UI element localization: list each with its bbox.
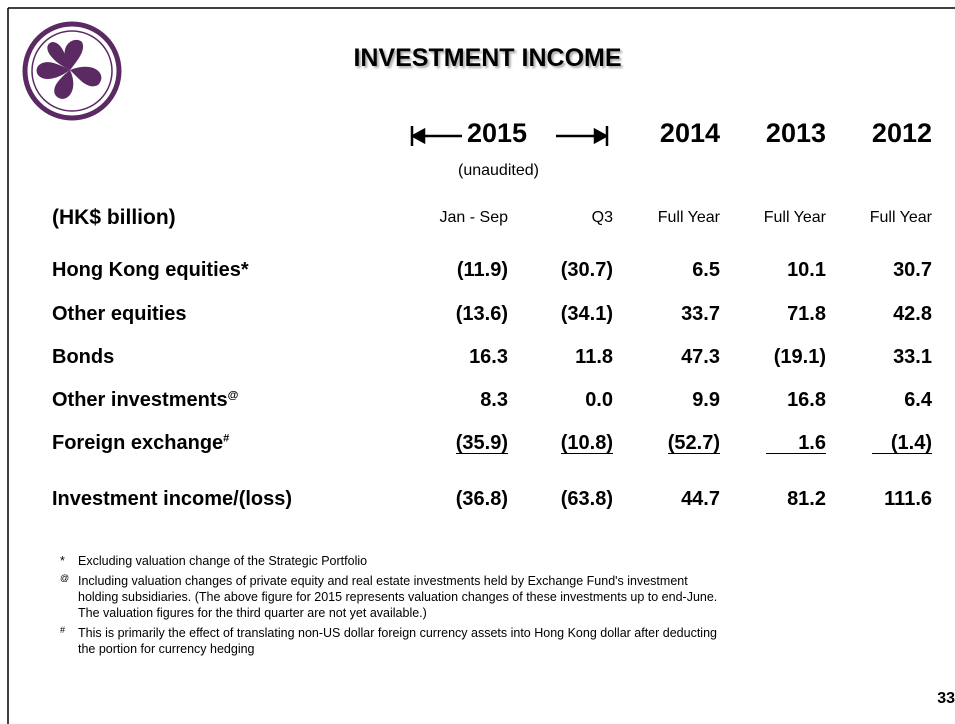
- label-text: Foreign exchange: [52, 432, 224, 454]
- footnote-line: the portion for currency hedging: [78, 642, 255, 656]
- page-number: 33: [937, 690, 955, 707]
- unit-label: (HK$ billion): [52, 206, 176, 229]
- footnote-symbol: @: [60, 573, 70, 583]
- footnote-line: Excluding valuation change of the Strate…: [78, 554, 368, 568]
- note: (unaudited): [458, 162, 539, 179]
- cell: (1.4): [872, 432, 932, 455]
- footnote-mark: #: [223, 432, 230, 445]
- cell: 33.1: [893, 346, 932, 368]
- label-text: Bonds: [52, 346, 115, 368]
- cell: 33.7: [681, 303, 720, 325]
- cell-value: (52.7): [667, 432, 720, 454]
- title: INVESTMENT INCOME: [353, 44, 622, 72]
- total-cell: 111.6: [884, 488, 932, 510]
- footnote-mark: *: [240, 259, 249, 281]
- period-header: Full Year: [657, 209, 720, 226]
- cell-value: (35.9): [455, 432, 508, 454]
- cell: 10.1: [787, 259, 826, 281]
- cell: (52.7): [667, 432, 720, 455]
- cell: 11.8: [575, 346, 613, 368]
- footnote-symbol: *: [60, 554, 65, 568]
- total-label: Investment income/(loss): [52, 488, 293, 510]
- row-label: Other equities: [52, 303, 186, 326]
- row-label: Bonds: [52, 346, 114, 369]
- cell: 6.5: [692, 259, 720, 281]
- cell: (30.7): [560, 259, 613, 281]
- cell: 42.8: [893, 303, 932, 325]
- footnote-mark: @: [227, 389, 239, 402]
- footnote-line: Including valuation changes of private e…: [78, 574, 688, 588]
- footnote-line: holding subsidiaries. (The above figure …: [78, 590, 718, 604]
- cell: (34.1): [560, 303, 613, 325]
- cell: 1.6: [766, 432, 826, 455]
- cell: (10.8): [560, 432, 613, 455]
- row-label: Hong Kong equities*: [52, 259, 249, 282]
- label-text: Other investments: [52, 389, 228, 411]
- cell-value: 1.6: [766, 433, 826, 454]
- cell: 0.0: [585, 389, 613, 411]
- footnote-symbol: #: [60, 625, 66, 635]
- period-header: Jan - Sep: [439, 209, 508, 226]
- year-header: 2014: [659, 118, 720, 148]
- year-header: 2012: [871, 118, 932, 148]
- cell: 6.4: [904, 389, 932, 411]
- total-cell: 81.2: [787, 488, 826, 510]
- cell-value: (10.8): [560, 432, 613, 454]
- year-header: 2015: [467, 118, 528, 148]
- cell: (35.9): [455, 432, 508, 455]
- period-header: Full Year: [869, 209, 932, 226]
- label-text: Hong Kong equities: [52, 259, 241, 281]
- label-text: Other equities: [52, 303, 187, 325]
- total-cell: (36.8): [455, 488, 508, 510]
- cell: 16.3: [469, 346, 508, 368]
- footnote-line: The valuation figures for the third quar…: [78, 606, 427, 620]
- cell: 8.3: [480, 389, 508, 411]
- period-header: Q3: [591, 209, 613, 226]
- cell: 71.8: [787, 303, 826, 325]
- year-header: 2013: [765, 118, 826, 148]
- cell: (11.9): [456, 259, 508, 281]
- cell: 16.8: [787, 389, 826, 411]
- cell-value: (1.4): [872, 433, 932, 454]
- cell: 30.7: [893, 259, 932, 281]
- cell: (13.6): [455, 303, 508, 325]
- total-cell: (63.8): [560, 488, 613, 510]
- row-label: Other investments@: [52, 389, 238, 412]
- year-span-arrows: [410, 126, 609, 146]
- row-label: Foreign exchange#: [52, 432, 229, 455]
- cell: 47.3: [681, 346, 720, 368]
- footnote-line: This is primarily the effect of translat…: [78, 626, 717, 640]
- period-header: Full Year: [763, 209, 826, 226]
- cell: 9.9: [692, 389, 720, 411]
- logo: [22, 21, 122, 121]
- cell: (19.1): [773, 346, 826, 368]
- total-cell: 44.7: [681, 488, 720, 510]
